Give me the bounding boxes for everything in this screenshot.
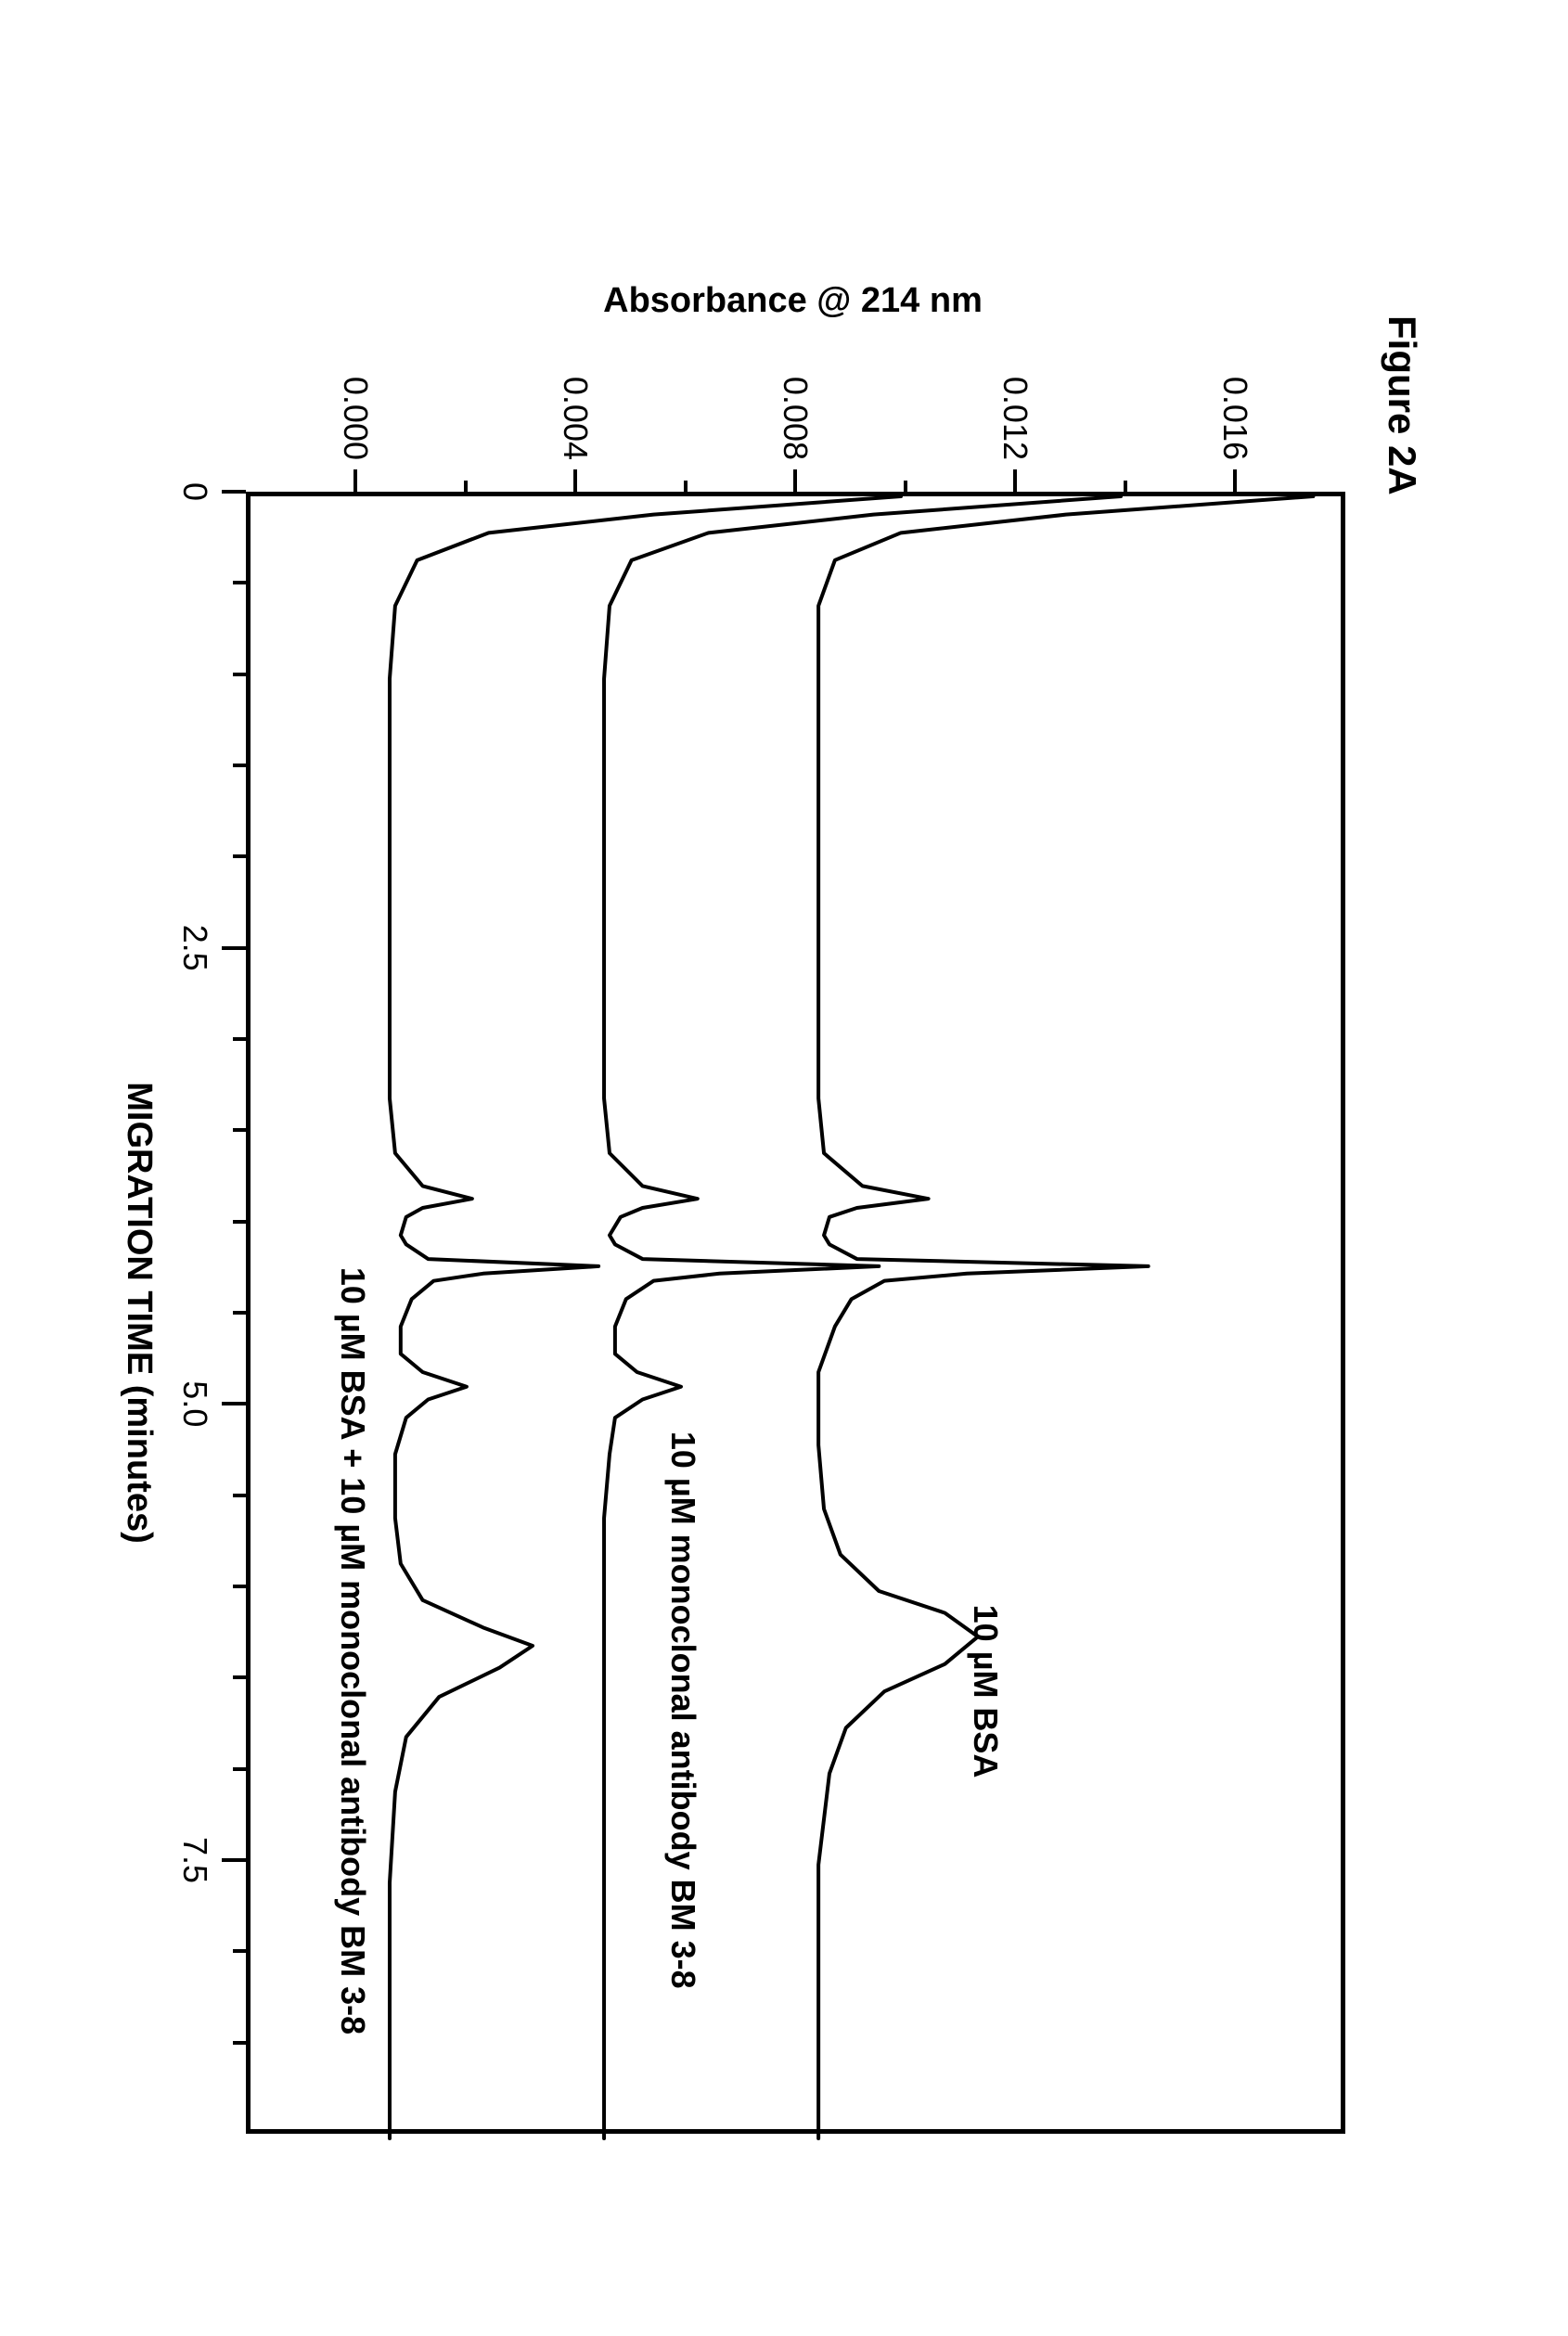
trace-bsa [818, 496, 1313, 2138]
trace-label-mab: 10 µM monoclonal antibody BM 3-8 [663, 1431, 702, 1989]
x-minor-tick [233, 1949, 246, 1953]
y-tick [354, 469, 358, 492]
y-tick-label: 0.012 [996, 330, 1035, 460]
y-tick [1234, 469, 1238, 492]
x-minor-tick [233, 764, 246, 767]
x-minor-tick [233, 1037, 246, 1041]
x-minor-tick [233, 2041, 246, 2045]
x-minor-tick [233, 1128, 246, 1132]
y-minor-tick [904, 481, 907, 492]
x-tick-label: 5.0 [175, 1380, 214, 1427]
x-tick-label: 7.5 [175, 1837, 214, 1883]
figure-title: Figure 2A [1380, 315, 1424, 495]
x-minor-tick [233, 854, 246, 858]
trace-bsa_plus_mab [390, 496, 901, 2138]
y-tick-label: 0.008 [777, 330, 816, 460]
y-tick-label: 0.004 [557, 330, 596, 460]
y-axis-label: Absorbance @ 214 nm [244, 281, 1343, 321]
x-minor-tick [233, 1585, 246, 1588]
y-tick-label: 0.016 [1216, 330, 1255, 460]
x-minor-tick [233, 581, 246, 584]
x-minor-tick [233, 1220, 246, 1224]
x-minor-tick [233, 1494, 246, 1497]
y-tick [1014, 469, 1018, 492]
y-minor-tick [464, 481, 468, 492]
figure-2a: Figure 2A MIGRATION TIME (minutes) Absor… [0, 0, 1568, 2336]
x-tick [222, 490, 246, 494]
x-tick [222, 946, 246, 950]
rotated-landscape-container: { "figure": { "title": "Figure 2A", "tit… [0, 0, 1568, 2336]
x-axis-label: MIGRATION TIME (minutes) [119, 492, 159, 2134]
x-minor-tick [233, 1767, 246, 1771]
y-minor-tick [1124, 481, 1127, 492]
x-minor-tick [233, 673, 246, 676]
electropherogram-traces [241, 496, 1341, 2138]
x-tick-label: 2.5 [175, 925, 214, 971]
plot-frame [246, 492, 1345, 2134]
x-tick-label: 0 [175, 482, 214, 501]
x-minor-tick [233, 1675, 246, 1679]
trace-label-bsa_plus_mab: 10 µM BSA + 10 µM monoclonal antibody BM… [334, 1267, 373, 2034]
y-tick-label: 0.000 [337, 330, 376, 460]
y-minor-tick [684, 481, 688, 492]
x-minor-tick [233, 1311, 246, 1315]
x-tick [222, 1858, 246, 1862]
y-tick [574, 469, 578, 492]
trace-label-bsa: 10 µM BSA [966, 1605, 1005, 1778]
y-tick [794, 469, 798, 492]
x-tick [222, 1402, 246, 1405]
